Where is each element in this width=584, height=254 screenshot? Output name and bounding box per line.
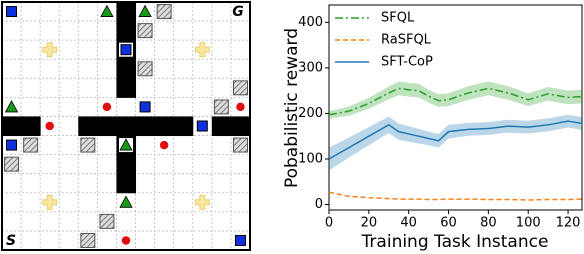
hatched-square bbox=[4, 156, 20, 172]
series-line bbox=[328, 120, 583, 160]
error-band bbox=[329, 114, 582, 171]
blue-square bbox=[234, 234, 246, 246]
x-tick-label: 80 bbox=[480, 216, 497, 231]
x-tick-label: 120 bbox=[556, 216, 581, 231]
wall bbox=[2, 116, 22, 137]
green-triangle bbox=[119, 138, 133, 151]
hatched-square bbox=[23, 137, 39, 153]
wall bbox=[116, 59, 137, 79]
green-triangle bbox=[119, 195, 133, 208]
wall bbox=[116, 173, 137, 194]
y-axis-label: Pobabilistic reward bbox=[282, 28, 302, 188]
x-tick-label: 40 bbox=[400, 216, 417, 231]
wall bbox=[116, 2, 137, 22]
wall bbox=[116, 78, 137, 98]
blue-square bbox=[139, 101, 151, 113]
legend-label: SFT-CoP bbox=[381, 55, 433, 70]
red-circle bbox=[234, 101, 247, 113]
error-band bbox=[329, 81, 582, 119]
wall bbox=[97, 116, 117, 137]
wall bbox=[21, 116, 41, 137]
yellow-cross bbox=[194, 42, 210, 58]
hatched-square bbox=[80, 232, 96, 248]
blue-square bbox=[6, 6, 18, 18]
hatched-square bbox=[232, 137, 248, 153]
grid-border bbox=[1, 1, 251, 251]
y-tick-label: 300 bbox=[298, 60, 323, 75]
wall bbox=[211, 116, 232, 137]
gridworld bbox=[1, 1, 251, 251]
hatched-square bbox=[213, 99, 229, 115]
start-label: S bbox=[6, 233, 16, 249]
x-axis-label: Training Task Instance bbox=[361, 232, 549, 252]
blue-square bbox=[6, 139, 18, 151]
wall bbox=[135, 116, 156, 137]
hatched-square bbox=[232, 80, 248, 96]
y-tick-label: 0 bbox=[315, 197, 323, 212]
yellow-cross bbox=[42, 42, 58, 58]
yellow-cross bbox=[42, 194, 58, 210]
x-tick-label: 60 bbox=[440, 216, 457, 231]
hatched-square bbox=[156, 4, 172, 20]
x-tick-label: 100 bbox=[516, 216, 541, 231]
y-tick-label: 200 bbox=[298, 106, 323, 121]
wall bbox=[154, 116, 175, 137]
hatched-square bbox=[80, 137, 96, 153]
series-line bbox=[328, 87, 583, 116]
wall bbox=[116, 154, 137, 175]
red-circle bbox=[120, 234, 132, 247]
blue-square bbox=[120, 44, 132, 56]
red-circle bbox=[101, 101, 113, 113]
red-circle bbox=[158, 139, 170, 151]
wall bbox=[116, 21, 137, 41]
plot-frame bbox=[328, 4, 583, 211]
x-tick-label: 0 bbox=[325, 216, 333, 231]
series-line bbox=[328, 191, 583, 201]
hatched-square bbox=[137, 23, 153, 39]
wall bbox=[230, 116, 251, 137]
hatched-square bbox=[99, 213, 115, 229]
legend-label: RaSFQL bbox=[381, 33, 432, 48]
red-circle bbox=[43, 120, 56, 132]
y-tick-label: 400 bbox=[298, 15, 323, 30]
goal-label: G bbox=[232, 4, 244, 20]
y-tick-label: 100 bbox=[298, 151, 323, 166]
wall bbox=[116, 116, 137, 137]
blue-square bbox=[196, 120, 208, 132]
hatched-square bbox=[137, 61, 153, 77]
x-tick-label: 20 bbox=[361, 216, 378, 231]
wall bbox=[78, 116, 98, 137]
green-triangle bbox=[138, 4, 152, 17]
green-triangle bbox=[100, 4, 114, 17]
green-triangle bbox=[4, 100, 19, 113]
yellow-cross bbox=[194, 194, 210, 210]
legend-label: SFQL bbox=[381, 11, 415, 26]
wall bbox=[173, 116, 194, 137]
